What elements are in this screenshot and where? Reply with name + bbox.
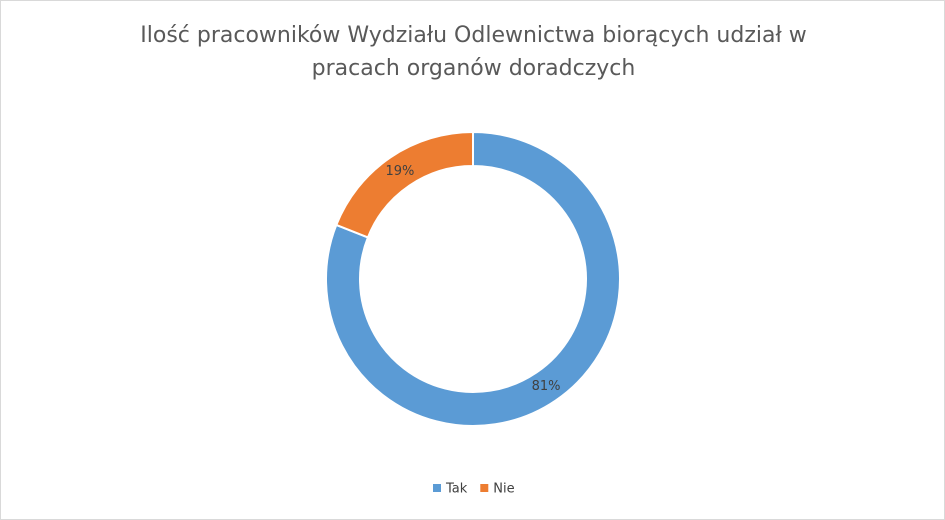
- data-label: 19%: [385, 164, 414, 179]
- legend-swatch: [480, 484, 489, 492]
- donut-segment: [325, 130, 621, 427]
- legend-label: Nie: [493, 482, 514, 497]
- data-label: 81%: [532, 379, 561, 394]
- donut-segment: [335, 130, 474, 239]
- legend-swatch: [433, 484, 441, 492]
- legend-label: Tak: [445, 482, 468, 497]
- chart-title: Ilość pracowników Wydziału Odlewnictwa b…: [140, 23, 807, 81]
